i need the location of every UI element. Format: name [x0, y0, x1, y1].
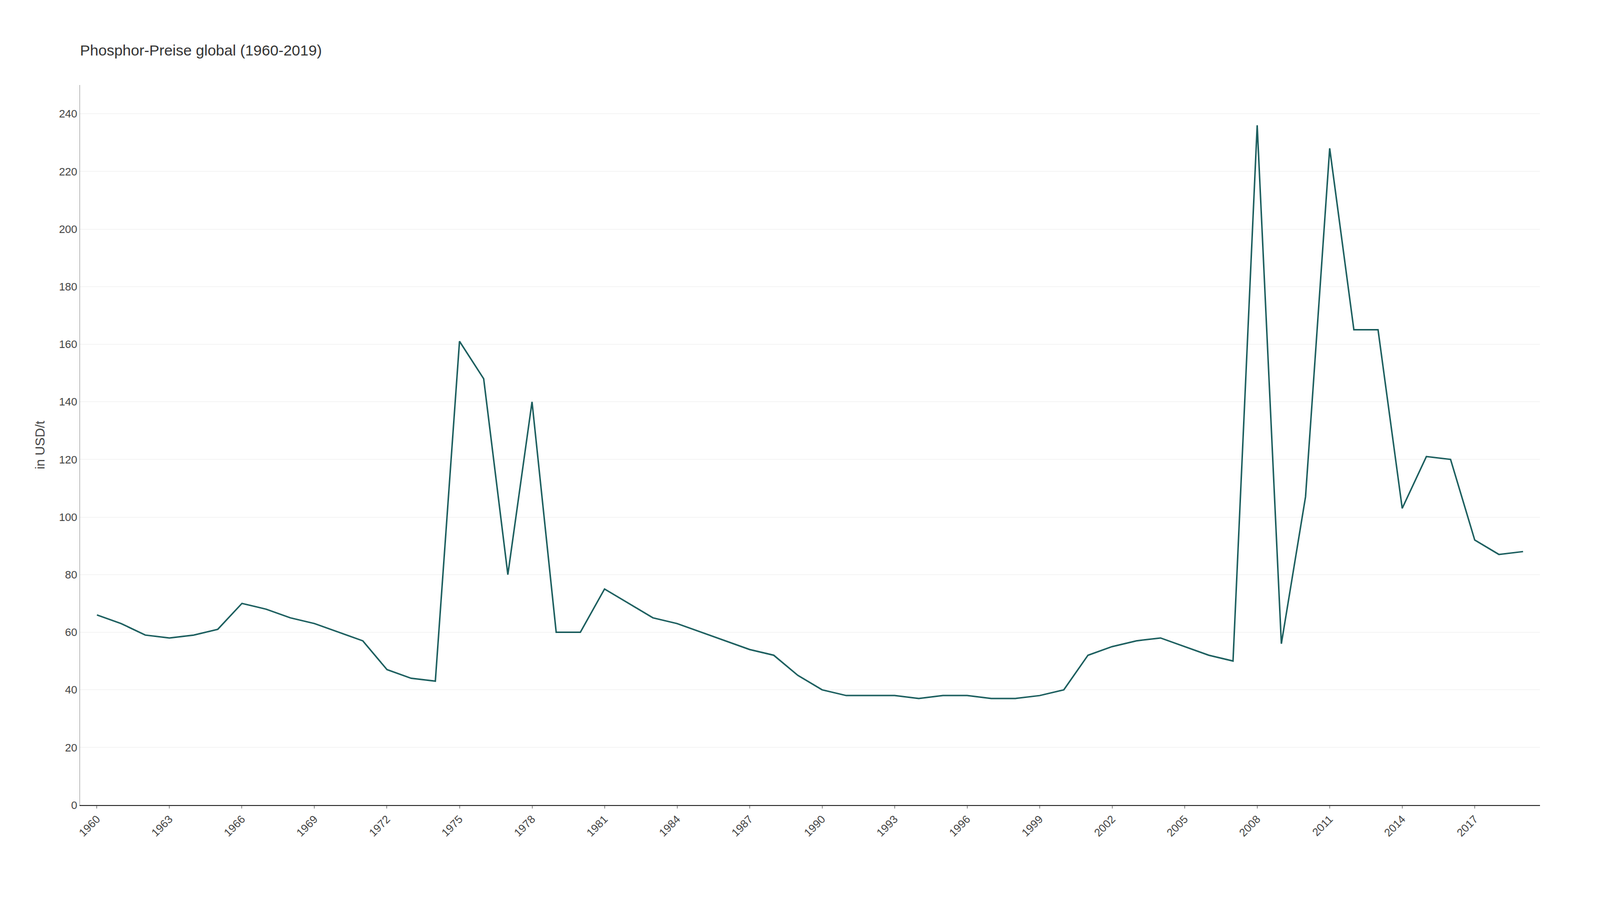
svg-text:1969: 1969 — [294, 813, 320, 839]
svg-text:1978: 1978 — [511, 813, 538, 839]
svg-text:20: 20 — [65, 741, 77, 754]
svg-text:1987: 1987 — [729, 813, 755, 839]
svg-text:1972: 1972 — [366, 813, 393, 839]
svg-text:1966: 1966 — [221, 813, 248, 839]
svg-text:140: 140 — [59, 395, 78, 408]
svg-text:100: 100 — [59, 511, 78, 524]
svg-text:2017: 2017 — [1454, 813, 1480, 839]
svg-text:1999: 1999 — [1019, 813, 1045, 839]
svg-text:1975: 1975 — [439, 813, 465, 839]
svg-text:220: 220 — [59, 165, 78, 178]
svg-text:1981: 1981 — [584, 813, 610, 839]
svg-text:200: 200 — [59, 223, 78, 236]
svg-text:60: 60 — [65, 626, 77, 639]
svg-text:2011: 2011 — [1310, 813, 1336, 839]
svg-text:120: 120 — [59, 453, 78, 466]
svg-text:in USD/t: in USD/t — [32, 420, 48, 470]
svg-text:2002: 2002 — [1091, 813, 1118, 839]
svg-text:1993: 1993 — [874, 813, 900, 839]
svg-text:40: 40 — [65, 683, 77, 696]
svg-text:1990: 1990 — [801, 813, 828, 839]
svg-text:2008: 2008 — [1236, 813, 1263, 839]
svg-text:0: 0 — [71, 799, 77, 812]
svg-text:2014: 2014 — [1381, 813, 1408, 839]
svg-text:Phosphor-Preise global (1960-2: Phosphor-Preise global (1960-2019) — [80, 42, 322, 59]
svg-text:80: 80 — [65, 568, 77, 581]
svg-text:160: 160 — [59, 338, 78, 351]
svg-text:2005: 2005 — [1164, 813, 1190, 839]
svg-text:240: 240 — [59, 107, 78, 120]
svg-text:1960: 1960 — [76, 813, 103, 839]
svg-text:1963: 1963 — [149, 813, 175, 839]
svg-text:1996: 1996 — [946, 813, 973, 839]
svg-text:1984: 1984 — [656, 813, 683, 839]
svg-text:180: 180 — [59, 280, 78, 293]
